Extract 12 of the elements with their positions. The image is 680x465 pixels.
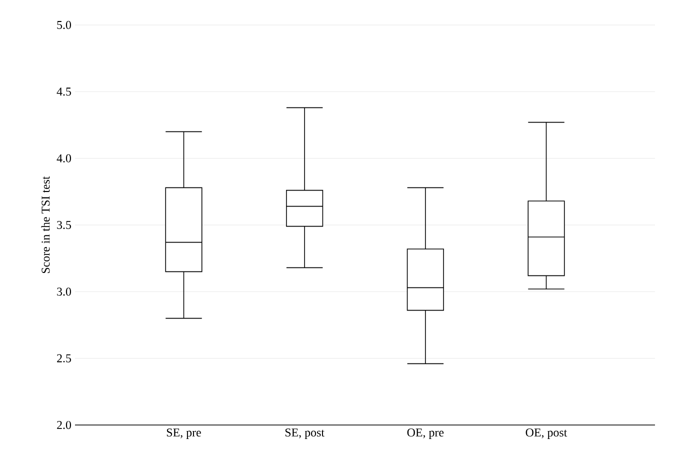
y-tick-label: 2.0 (57, 420, 72, 430)
y-tick-label: 2.5 (57, 354, 72, 362)
y-tick-label: 4.0 (56, 154, 72, 162)
y-axis-title: Score in the TSI test (41, 176, 50, 274)
y-tick-label: 5.0 (57, 20, 72, 30)
y-tick-label: 3.0 (57, 288, 72, 296)
x-tick-label: SE, post (285, 428, 324, 439)
x-tick-label: OE, pre (407, 428, 444, 439)
x-tick-label: OE, post (526, 428, 568, 439)
y-tick-label: 4.5 (56, 88, 72, 96)
y-tick-label: 3.5 (57, 220, 72, 230)
x-tick-label: SE, pre (166, 428, 201, 439)
